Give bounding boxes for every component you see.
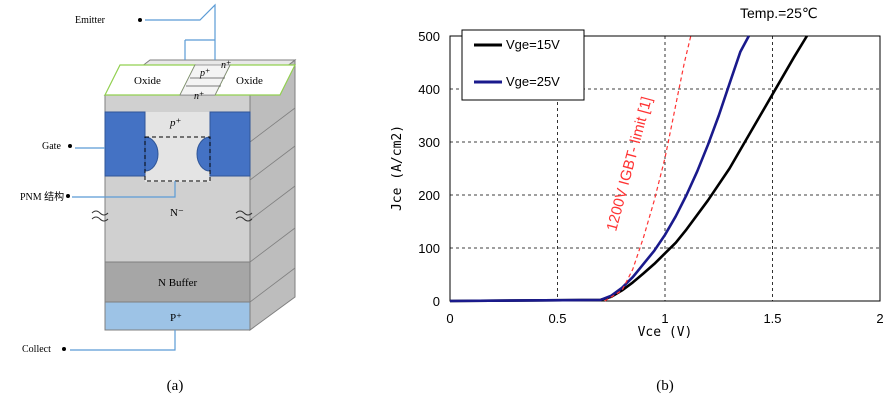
pnm-dashed-box [144, 136, 211, 182]
x-tick-label: 2 [876, 311, 883, 326]
pnm-terminal-dot [66, 194, 70, 198]
y-tick-label: 400 [418, 82, 440, 97]
pnm-bulge-right [196, 136, 211, 172]
x-tick-labels: 0 0.5 1 1.5 2 [446, 311, 883, 326]
n-minus-label: N⁻ [170, 207, 184, 219]
series-line-2 [604, 35, 692, 302]
p-plus-bottom-label: P⁺ [170, 312, 182, 324]
side-face-line [249, 107, 296, 143]
gate-trench-right [209, 111, 251, 177]
p-plus-collector-region [104, 301, 251, 331]
iv-chart: 0 0.5 1 1.5 2 0 100 200 300 400 500 Vge=15V Vge=2… [390, 5, 884, 394]
top-contact-region [179, 64, 231, 96]
x-tick-label: 0 [446, 311, 453, 326]
gate-terminal-dot [68, 144, 72, 148]
n-buffer-label: N Buffer [158, 277, 198, 289]
side-face-line [249, 227, 296, 263]
emitter-wire [145, 3, 216, 60]
emitter-terminal-dot [138, 18, 142, 22]
n-plus-below-label: n⁺ [194, 91, 204, 102]
pnm-pointer-line [72, 181, 176, 198]
x-tick-label: 0.5 [548, 311, 566, 326]
legend: Vge=15V Vge=25V [461, 29, 585, 101]
collect-label: Collect [22, 344, 51, 355]
series-line-0 [449, 35, 809, 303]
n-buffer-region [104, 261, 251, 303]
oxide-right-label: Oxide [236, 75, 263, 87]
n-plus-top-label: n⁺ [221, 60, 231, 71]
collector-wire [70, 330, 176, 351]
side-face [249, 58, 296, 331]
igbt-structure-diagram: Emitter Gate PNM 结构 Collect Oxide Oxide … [20, 3, 297, 394]
y-tick-label: 100 [418, 241, 440, 256]
p-plus-top-label: p⁺ [199, 68, 210, 79]
break-mark-left [91, 210, 109, 222]
y-tick-labels: 0 100 200 300 400 500 [418, 29, 440, 309]
panel-a-caption: (a) [167, 378, 184, 394]
x-tick-label: 1.5 [763, 311, 781, 326]
collector-terminal-dot [62, 347, 66, 351]
break-mark-right [235, 210, 253, 222]
pnm-label: PNM 结构 [20, 190, 64, 203]
emitter-label: Emitter [75, 15, 106, 26]
side-face-line [249, 267, 296, 303]
y-tick-label: 300 [418, 135, 440, 150]
gate-trench-left [104, 111, 146, 177]
y-tick-label: 200 [418, 188, 440, 203]
x-tick-label: 1 [661, 311, 668, 326]
series-line-1 [449, 35, 750, 303]
y-tick-label: 0 [433, 294, 440, 309]
y-tick-label: 500 [418, 29, 440, 44]
legend-label-vge15: Vge=15V [506, 37, 560, 52]
x-axis-label: Vce (V) [638, 325, 693, 340]
oxide-left-label: Oxide [134, 75, 161, 87]
series-layer [449, 35, 809, 303]
side-face-line [249, 185, 296, 221]
y-axis-label: Jce (A/cm2) [390, 125, 405, 211]
side-face-line [249, 145, 296, 181]
pnm-bulge-left [144, 136, 159, 172]
p-plus-mid-label: p⁺ [169, 117, 182, 129]
legend-box [461, 29, 585, 101]
gate-label: Gate [42, 141, 61, 152]
temperature-annotation: Temp.=25℃ [740, 5, 818, 21]
legend-label-vge25: Vge=25V [506, 74, 560, 89]
panel-b-caption: (b) [656, 378, 674, 394]
